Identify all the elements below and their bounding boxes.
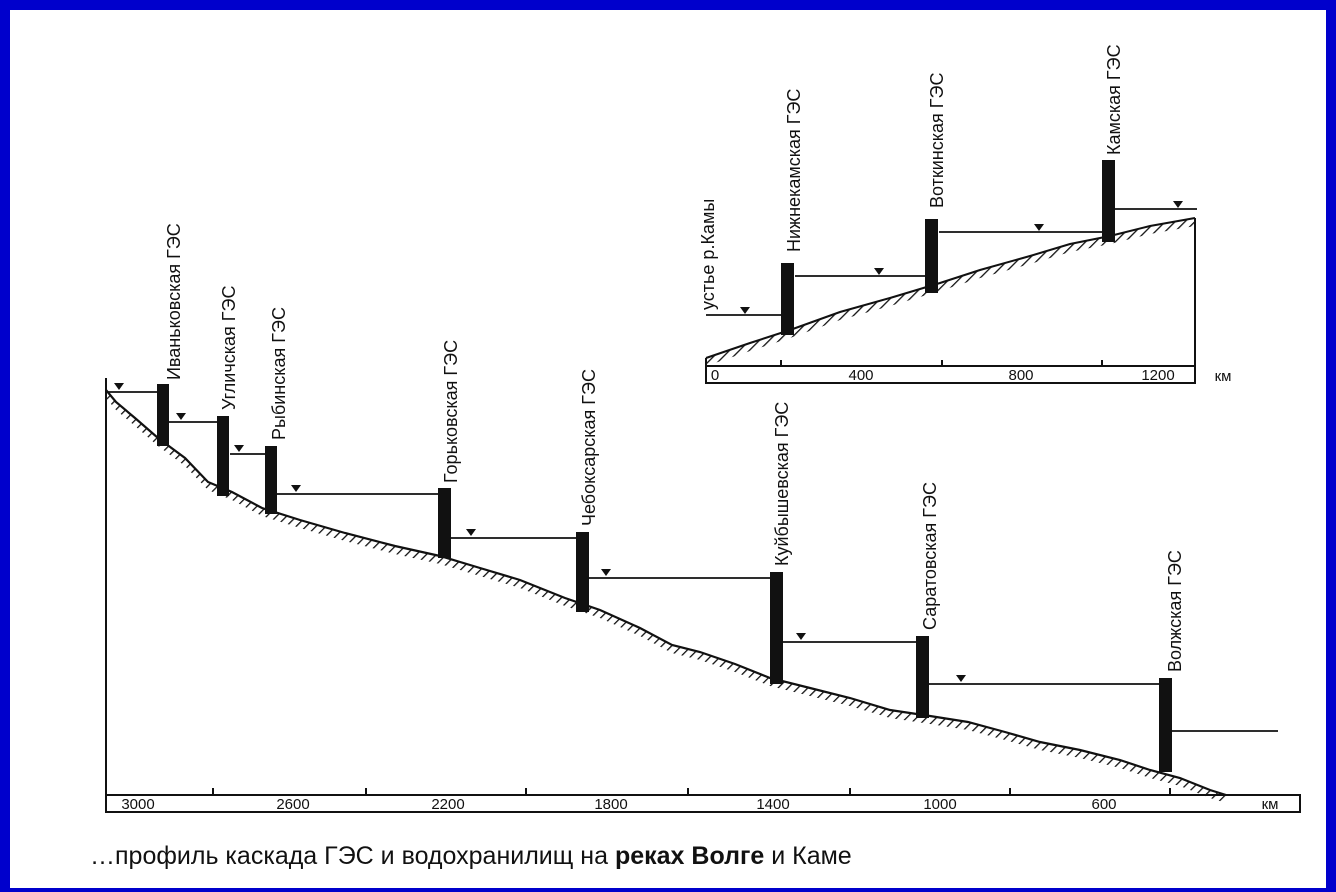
dam-label: Камская ГЭС <box>1104 44 1124 155</box>
volga-km-axis: 3000 2600 2200 1800 1400 1000 600 км <box>105 788 1301 813</box>
dam-label: Иваньковская ГЭС <box>164 223 184 380</box>
water-level-marker-icon <box>1034 224 1044 231</box>
water-level-marker-icon <box>176 413 186 420</box>
kama-reservoir-levels <box>706 208 1197 316</box>
dam-kamskaya <box>1102 160 1115 242</box>
kama-axis-box <box>705 365 1196 384</box>
tick-label: 3000 <box>121 796 154 813</box>
slide-card: Иваньковская ГЭС Угличская ГЭС Рыбинская… <box>10 10 1326 888</box>
unit-label: км <box>1262 796 1279 813</box>
tick-label: 1800 <box>594 796 627 813</box>
volga-dams <box>157 384 1172 772</box>
dam-label: Волжская ГЭС <box>1165 550 1185 672</box>
caption-text-end: и Каме <box>764 842 852 870</box>
dam-cheboksary <box>576 532 589 612</box>
dam-gorky <box>438 488 451 558</box>
unit-label: км <box>1215 368 1232 385</box>
dam-label: Куйбышевская ГЭС <box>772 402 792 566</box>
tick-label: 2200 <box>431 796 464 813</box>
slide-caption: …профиль каскада ГЭС и водохранилищ на р… <box>90 842 852 871</box>
caption-text: …профиль каскада ГЭС и водохранилищ на <box>90 842 615 870</box>
cascade-profile-diagram: Иваньковская ГЭС Угличская ГЭС Рыбинская… <box>105 44 1301 813</box>
dam-label: Рыбинская ГЭС <box>269 307 289 440</box>
tick-label: 1000 <box>923 796 956 813</box>
water-level-marker-icon <box>956 675 966 682</box>
dam-label: Горьковская ГЭС <box>441 340 461 483</box>
kama-km-axis: 0 400 800 1200 км <box>705 360 1232 385</box>
water-level-marker-icon <box>234 445 244 452</box>
mouth-label: устье р.Камы <box>698 199 718 310</box>
dam-label: Нижнекамская ГЭС <box>784 89 804 252</box>
tick-label: 2600 <box>276 796 309 813</box>
dam-kuibyshev <box>770 572 783 684</box>
water-level-marker-icon <box>466 529 476 536</box>
dam-uglich <box>217 416 229 496</box>
dam-rybinsk <box>265 446 277 514</box>
volga-reservoir-levels <box>106 391 1278 732</box>
dam-votkinsk <box>925 219 938 293</box>
water-level-marker-icon <box>114 383 124 390</box>
water-level-marker-icon <box>1173 201 1183 208</box>
tick-label: 400 <box>848 367 873 384</box>
tick-label: 800 <box>1008 367 1033 384</box>
kama-profile: устье р.Камы Нижнекамская ГЭС Воткинская… <box>698 44 1231 385</box>
volga-dam-labels: Иваньковская ГЭС Угличская ГЭС Рыбинская… <box>164 223 1185 672</box>
volga-level-markers <box>114 383 966 682</box>
dam-nizhnekamsk <box>781 263 794 335</box>
kama-labels: устье р.Камы Нижнекамская ГЭС Воткинская… <box>698 44 1124 310</box>
tick-label: 0 <box>711 367 719 384</box>
dam-label: Воткинская ГЭС <box>927 73 947 208</box>
kama-level-markers <box>740 201 1183 314</box>
kama-dams <box>781 160 1115 335</box>
tick-label: 1400 <box>756 796 789 813</box>
caption-bold-text: реках Волге <box>614 842 765 870</box>
dam-ivankovo <box>157 384 169 446</box>
dam-volzhskaya <box>1159 678 1172 772</box>
water-level-marker-icon <box>874 268 884 275</box>
volga-riverbed-hatching <box>106 390 1226 803</box>
water-level-marker-icon <box>601 569 611 576</box>
kama-riverbed-hatching <box>706 218 1195 366</box>
tick-label: 1200 <box>1141 367 1174 384</box>
water-level-marker-icon <box>796 633 806 640</box>
tick-label: 600 <box>1091 796 1116 813</box>
dam-label: Чебоксарская ГЭС <box>579 369 599 526</box>
water-level-marker-icon <box>740 307 750 314</box>
dam-label: Саратовская ГЭС <box>920 482 940 630</box>
volga-profile: Иваньковская ГЭС Угличская ГЭС Рыбинская… <box>105 223 1301 813</box>
dam-label: Угличская ГЭС <box>219 286 239 410</box>
water-level-marker-icon <box>291 485 301 492</box>
dam-saratov <box>916 636 929 718</box>
volga-axis-box <box>105 794 1301 813</box>
